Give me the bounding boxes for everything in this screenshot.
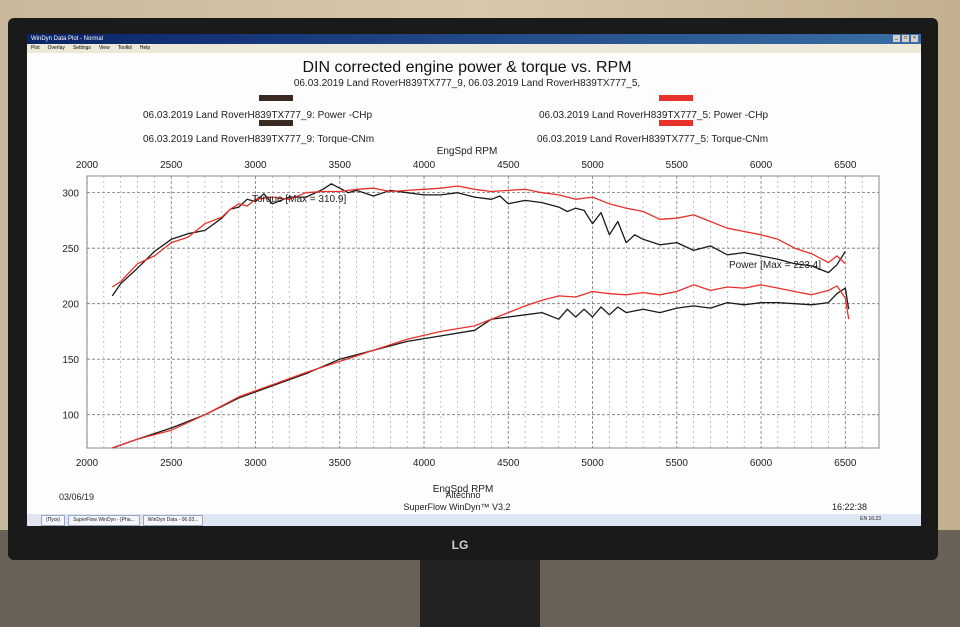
chart-title: DIN corrected engine power & torque vs. … — [302, 59, 631, 76]
x-tick-label-top: 3500 — [329, 160, 352, 171]
x-tick-label-top: 6500 — [834, 160, 857, 171]
menu-plot[interactable]: Plot — [31, 45, 40, 51]
minimize-button[interactable]: _ — [893, 35, 900, 42]
taskbar-item-windyn-data[interactable]: WinDyn Data - 06.03... — [142, 514, 204, 526]
menu-help[interactable]: Help — [139, 45, 151, 51]
legend-label-1: 06.03.2019 Land RoverH839TX777_9: Power … — [143, 110, 372, 121]
series-group — [111, 183, 850, 449]
screen: WinDyn Data Plot - Normal _ □ × Plot Ove… — [27, 34, 921, 526]
y-tick-label: 150 — [62, 355, 79, 366]
y-tick-label: 200 — [62, 300, 79, 311]
system-tray: EN 16:23 — [860, 516, 881, 522]
close-button[interactable]: × — [911, 35, 918, 42]
legend-swatch-1 — [259, 95, 293, 101]
menu-view[interactable]: View — [98, 45, 110, 51]
x-tick-label-bottom: 4500 — [497, 458, 520, 469]
series-line-4 — [112, 284, 850, 449]
x-tick-label-top: 5000 — [581, 160, 604, 171]
x-tick-label-bottom: 5500 — [666, 458, 689, 469]
chart-subtitle: 06.03.2019 Land RoverH839TX777_9, 06.03.… — [294, 78, 640, 89]
legend-swatch-3 — [659, 95, 693, 101]
legend-swatch-4 — [659, 120, 693, 126]
x-tick-label-top: 2000 — [76, 160, 99, 171]
x-tick-label-top: 6000 — [750, 160, 773, 171]
dyno-chart: DIN corrected engine power & torque vs. … — [59, 59, 880, 512]
y-tick-label: 300 — [62, 189, 79, 200]
menu-overlay[interactable]: Overlay — [47, 45, 65, 51]
x-tick-label-bottom: 3000 — [244, 458, 267, 469]
x-tick-label-bottom: 2000 — [76, 458, 99, 469]
legend-label-4: 06.03.2019 Land RoverH839TX777_5: Torque… — [537, 134, 768, 145]
window-controls: _ □ × — [893, 35, 918, 42]
x-axis-label-top: EngSpd RPM — [437, 146, 498, 157]
tray-clock: 16:23 — [868, 516, 881, 522]
window-title: WinDyn Data Plot - Normal — [31, 36, 104, 42]
menu-bar: Plot Overlay Settings View Toolkit Help — [27, 44, 921, 53]
y-tick-labels: 100 150 200 250 300 — [62, 189, 79, 422]
x-tick-label-bottom: 4000 — [413, 458, 436, 469]
taskbar: (Пуск) SuperFlow WinDyn - [Pha... WinDyn… — [27, 514, 921, 526]
x-tick-label-top: 3000 — [244, 160, 267, 171]
x-tick-label-bottom: 6000 — [750, 458, 773, 469]
power-max-annotation: Power [Max = 223.4] — [729, 260, 821, 271]
start-button[interactable]: (Пуск) — [41, 514, 66, 526]
x-tick-label-bottom: 5000 — [581, 458, 604, 469]
window-titlebar: WinDyn Data Plot - Normal _ □ × — [27, 34, 921, 44]
footer-company: Altechno — [445, 490, 480, 500]
y-tick-label: 250 — [62, 244, 79, 255]
x-tick-label-top: 5500 — [666, 160, 689, 171]
x-tick-label-bottom: 2500 — [160, 458, 183, 469]
x-axis-label-bottom: EngSpd RPM — [433, 484, 494, 495]
menu-settings[interactable]: Settings — [72, 45, 91, 51]
taskbar-item-superflow[interactable]: SuperFlow WinDyn - [Pha... — [68, 514, 140, 526]
monitor-brand: LG — [451, 538, 469, 552]
legend-label-3: 06.03.2019 Land RoverH839TX777_5: Power … — [539, 110, 768, 121]
y-tick-label: 100 — [62, 411, 79, 422]
footer-time: 16:22:38 — [832, 502, 867, 512]
plot-frame — [86, 175, 880, 449]
series-line-2 — [111, 185, 846, 288]
legend-label-2: 06.03.2019 Land RoverH839TX777_9: Torque… — [143, 134, 374, 145]
x-tick-label-bottom: 6500 — [834, 458, 857, 469]
monitor-stand — [420, 555, 540, 627]
menu-toolkit[interactable]: Toolkit — [117, 45, 132, 51]
x-tick-label-bottom: 3500 — [329, 458, 352, 469]
x-tick-label-top: 2500 — [160, 160, 183, 171]
x-tick-label-top: 4000 — [413, 160, 436, 171]
torque-max-annotation: Torque [Max = 310.9] — [252, 194, 346, 205]
maximize-button[interactable]: □ — [902, 35, 909, 42]
x-tick-labels-top: 2000 2500 3000 3500 4000 4500 5000 5500 6000 6500 — [76, 160, 857, 171]
x-tick-label-top: 4500 — [497, 160, 520, 171]
x-tick-labels-bottom: 2000 2500 3000 3500 4000 4500 5000 5500 6000 6500 — [76, 458, 857, 469]
legend-swatch-2 — [259, 120, 293, 126]
footer-software: SuperFlow WinDyn™ V3.2 — [403, 502, 510, 512]
footer-date: 03/06/19 — [59, 492, 94, 502]
tray-lang[interactable]: EN — [860, 516, 868, 522]
